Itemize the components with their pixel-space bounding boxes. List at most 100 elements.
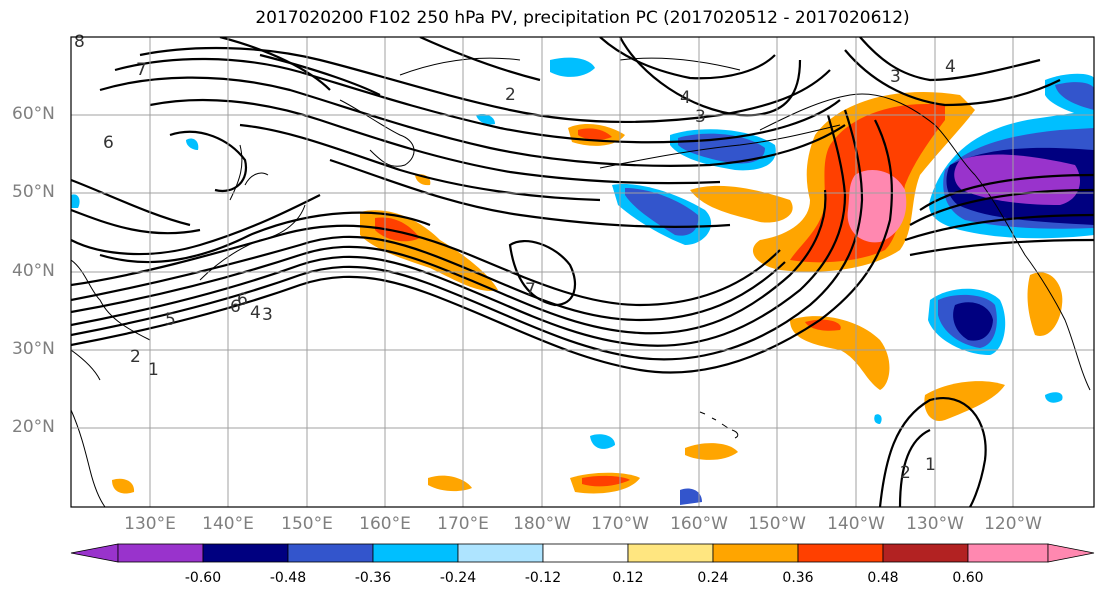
- colorbar-segment: [287, 543, 374, 563]
- precip-negative-small-4: [874, 414, 882, 424]
- lon-label-130w: 130°W: [906, 514, 964, 534]
- precip-positive-coast: [1027, 272, 1063, 336]
- contour-label: 5: [165, 310, 176, 330]
- contour-label: 2: [505, 85, 516, 105]
- pv-contour-east-3: [904, 213, 1094, 242]
- pv-contour-7: [99, 211, 431, 264]
- colorbar-segment: [542, 543, 629, 563]
- arctic-coast: [399, 57, 741, 76]
- contour-labels: 8 7 6 2 4 3 6 5 6 4 3 2 1 7 3 4 2 1: [74, 32, 956, 483]
- pv-contour-northeast-2: [844, 49, 1061, 107]
- contour-label: 6: [230, 297, 241, 317]
- precip-negative-north-small: [550, 57, 595, 77]
- colorbar-tick: 0.36: [782, 570, 814, 586]
- hawaii-islands: [699, 411, 739, 439]
- lon-label-170w: 170°W: [591, 514, 649, 534]
- colorbar: [70, 543, 1095, 563]
- precip-positive-southeast: [924, 381, 1005, 421]
- precip-negative-central-inner: [625, 188, 699, 236]
- pv-contour-loop-center: [508, 240, 577, 307]
- pv-contour-top-loop-2: [419, 37, 541, 82]
- lon-label-130e: 130°E: [124, 514, 176, 534]
- contour-label: 7: [136, 60, 147, 80]
- contour-label: 1: [925, 455, 936, 475]
- pv-contour-6: [71, 224, 781, 307]
- pv-contour-upper-6: [329, 158, 731, 229]
- colorbar-segment: [797, 543, 884, 563]
- pv-contour-upper-3: [99, 76, 846, 167]
- contour-label: 6: [103, 133, 114, 153]
- colorbar-tick: -0.48: [269, 570, 307, 586]
- lon-label-180w: 180°W: [513, 514, 571, 534]
- lon-label-140w: 140°W: [827, 514, 885, 534]
- pv-contour-east-4: [909, 238, 1094, 257]
- colorbar-tick: 0.12: [612, 570, 644, 586]
- coastline-kamchatka: [339, 99, 415, 167]
- precip-negative-coast-top-inner: [1055, 82, 1094, 110]
- colorbar-segment: [627, 543, 714, 563]
- contour-label: 2: [900, 463, 911, 483]
- colorbar-segment: [117, 543, 204, 563]
- colorbar-extend-high: [1047, 543, 1095, 563]
- colorbar-segment: [967, 543, 1049, 563]
- contour-label: 4: [680, 88, 691, 108]
- pv-contour-top-loop-1: [219, 37, 331, 91]
- contour-label: 2: [130, 347, 141, 367]
- contour-label: 1: [148, 360, 159, 380]
- pv-contour-9: [71, 208, 201, 235]
- contour-label: 7: [525, 280, 536, 300]
- contour-label: 3: [695, 107, 706, 127]
- colorbar-segment: [882, 543, 969, 563]
- pv-contour-loop-west: [169, 130, 248, 193]
- lat-label-20n: 20°N: [12, 417, 55, 437]
- pv-contour-8: [71, 194, 321, 256]
- colorbar-segment: [372, 543, 459, 563]
- colorbar-segment: [457, 543, 544, 563]
- pv-contour-5: [71, 235, 786, 322]
- contour-label: 4: [945, 57, 956, 77]
- pv-contour-upper-4: [149, 98, 721, 185]
- coastline-aleutians: [599, 124, 841, 169]
- pv-contour-jet-1: [259, 53, 381, 96]
- pv-contour-northeast-1: [859, 37, 1041, 82]
- precip-positive-small-3: [685, 443, 738, 460]
- lon-label-140e: 140°E: [202, 514, 254, 534]
- contour-label: 4: [250, 303, 261, 323]
- colorbar-tick: -0.36: [354, 570, 392, 586]
- colorbar-tick: 0.24: [697, 570, 729, 586]
- pv-contour-upper-5: [239, 123, 601, 202]
- coastline-japan: [199, 144, 306, 281]
- contour-label: 8: [74, 32, 85, 52]
- lat-label-40n: 40°N: [12, 261, 55, 281]
- precip-negative-small-7: [71, 194, 80, 208]
- contour-label: 6: [237, 290, 248, 310]
- lon-label-150e: 150°E: [281, 514, 333, 534]
- plot-title: 2017020200 F102 250 hPa PV, precipitatio…: [255, 8, 910, 28]
- pv-contour-3: [71, 114, 847, 347]
- precip-negative-southeast-strong: [953, 302, 993, 341]
- lat-label-30n: 30°N: [12, 339, 55, 359]
- lon-label-170e: 170°E: [437, 514, 489, 534]
- lon-label-150w: 150°W: [748, 514, 806, 534]
- precip-positive-north-central: [690, 185, 793, 223]
- pv-contour-subtropic-1: [878, 397, 987, 507]
- pv-contour-1: [71, 119, 893, 374]
- pv-contour-2: [71, 109, 864, 361]
- colorbar-tick: -0.24: [439, 570, 477, 586]
- precip-negative-small-1: [590, 434, 615, 449]
- pv-contour-east-2: [909, 188, 1094, 226]
- precip-positive-subtropical: [790, 316, 890, 390]
- precip-negative-small-5: [476, 114, 495, 125]
- colorbar-segment: [202, 543, 289, 563]
- coastline-alaska: [759, 93, 976, 176]
- pv-contour-upper-2: [114, 57, 841, 144]
- precip-positive-small-2-inner: [582, 475, 630, 487]
- coastline-north-america: [974, 174, 1091, 391]
- lon-label-160e: 160°E: [359, 514, 411, 534]
- contour-label: 3: [890, 67, 901, 87]
- colorbar-tick: -0.12: [524, 570, 562, 586]
- colorbar-tick: 0.48: [867, 570, 899, 586]
- lat-label-60n: 60°N: [12, 104, 55, 124]
- precip-negative-small-2: [680, 488, 702, 505]
- contour-label: 3: [262, 305, 273, 325]
